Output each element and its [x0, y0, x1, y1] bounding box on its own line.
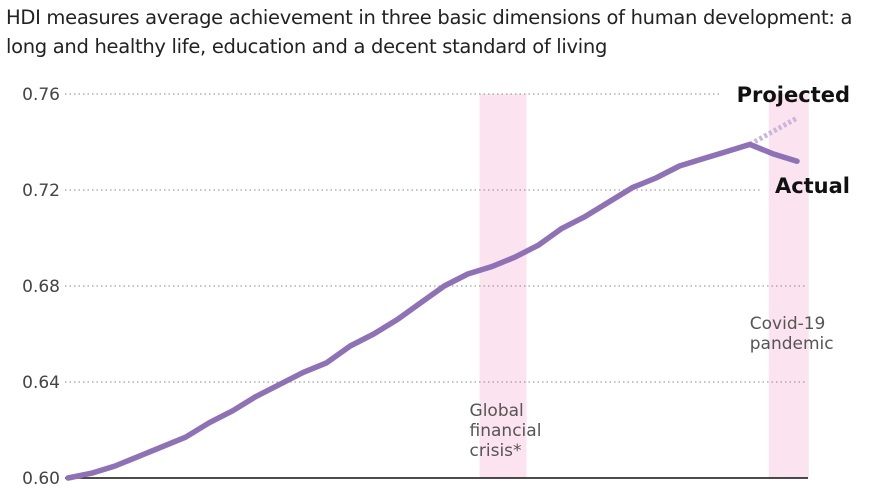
actual-series-line: [65, 141, 800, 481]
series-label-actual: Actual: [775, 174, 850, 198]
y-tick-label: 0.68: [22, 277, 60, 297]
series-label-projected: Projected: [737, 83, 850, 107]
shaded-period-label: crisis*: [470, 441, 522, 461]
shaded-period-band: [479, 94, 527, 478]
shaded-period-label: Covid-19: [750, 314, 826, 334]
shaded-period-label: financial: [470, 421, 542, 441]
y-tick-label: 0.76: [22, 85, 60, 105]
y-tick-label: 0.64: [22, 373, 60, 393]
shaded-period-label: Global: [470, 401, 524, 421]
shaded-period-label: pandemic: [750, 334, 834, 354]
projected-series-line: [748, 115, 799, 147]
y-tick-label: 0.72: [22, 181, 60, 201]
chart-title: HDI measures average achievement in thre…: [6, 6, 853, 58]
y-tick-label: 0.60: [22, 469, 60, 489]
